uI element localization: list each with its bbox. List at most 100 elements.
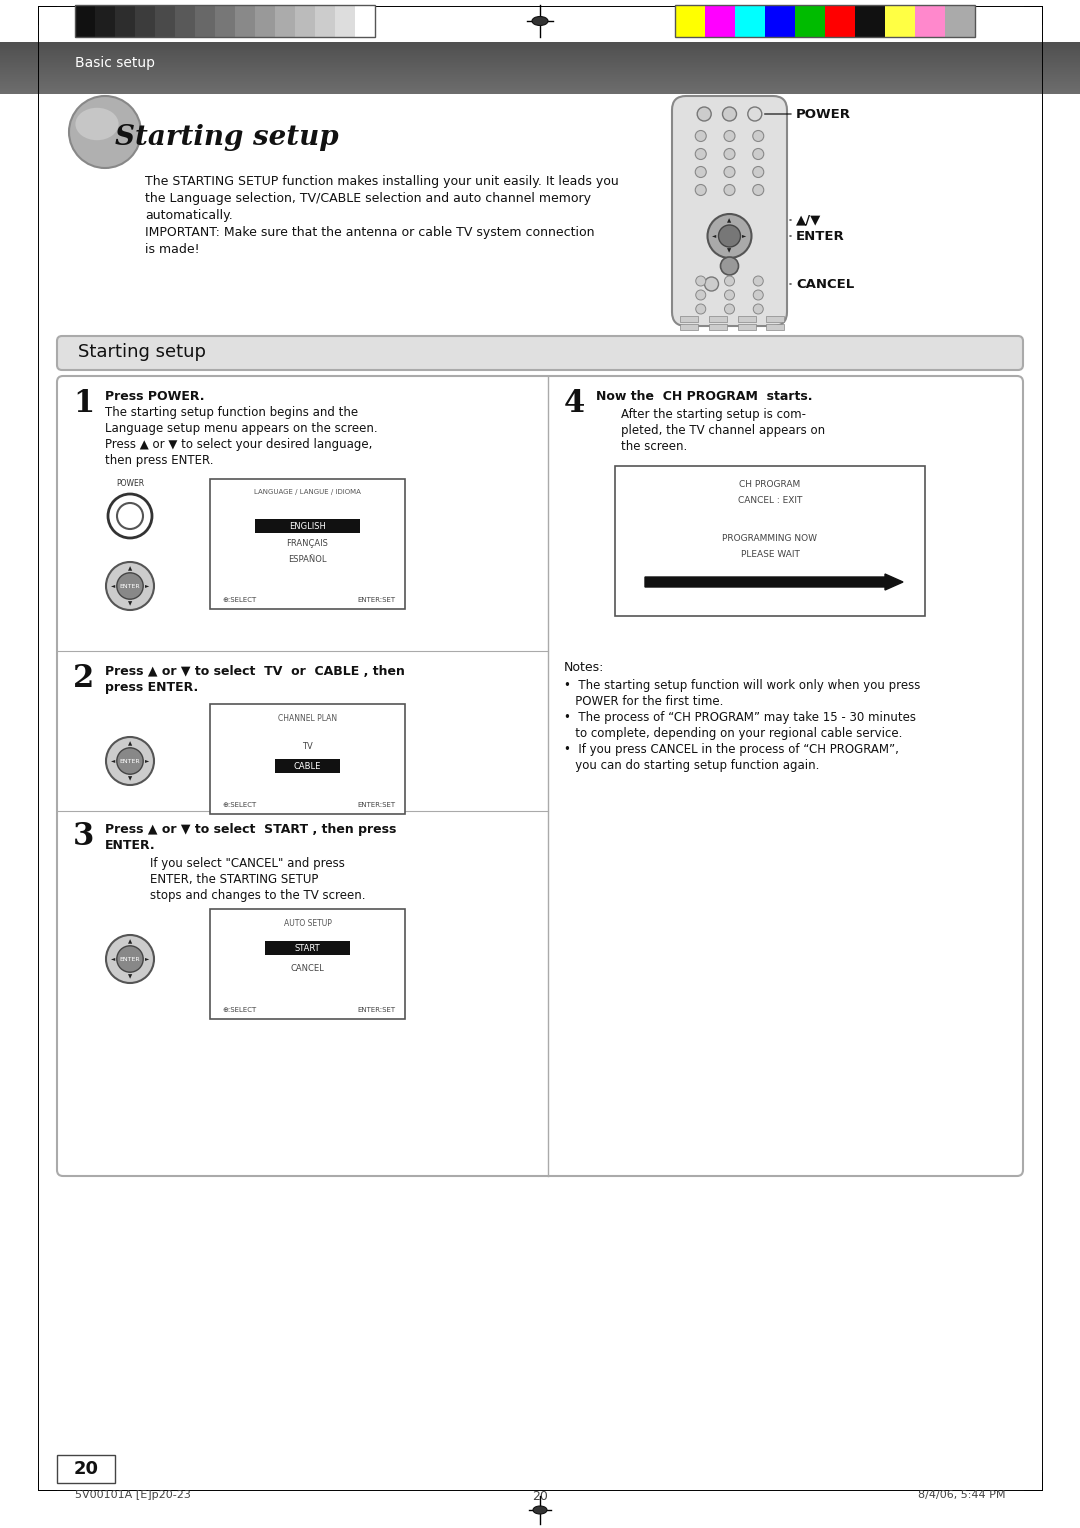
Text: ►: ► bbox=[145, 758, 149, 764]
Text: ▼: ▼ bbox=[127, 601, 132, 605]
Text: Press POWER.: Press POWER. bbox=[105, 390, 204, 403]
FancyBboxPatch shape bbox=[255, 5, 275, 37]
FancyBboxPatch shape bbox=[355, 5, 375, 37]
Circle shape bbox=[723, 107, 737, 121]
Circle shape bbox=[106, 562, 154, 610]
Text: ◄: ◄ bbox=[110, 758, 114, 764]
Text: ENGLISH: ENGLISH bbox=[289, 521, 326, 530]
Text: POWER: POWER bbox=[116, 478, 144, 487]
Text: ▼: ▼ bbox=[127, 973, 132, 979]
Circle shape bbox=[117, 946, 144, 972]
Text: ►: ► bbox=[145, 584, 149, 588]
Circle shape bbox=[696, 304, 705, 313]
FancyBboxPatch shape bbox=[675, 5, 705, 37]
Text: Basic setup: Basic setup bbox=[75, 57, 156, 70]
Circle shape bbox=[696, 167, 706, 177]
FancyBboxPatch shape bbox=[705, 5, 735, 37]
Circle shape bbox=[753, 304, 764, 313]
Text: press ENTER.: press ENTER. bbox=[105, 681, 199, 694]
FancyBboxPatch shape bbox=[708, 316, 727, 322]
FancyBboxPatch shape bbox=[275, 759, 340, 773]
Text: •  If you press CANCEL in the process of “CH PROGRAM”,: • If you press CANCEL in the process of … bbox=[564, 743, 899, 756]
Circle shape bbox=[106, 935, 154, 983]
Text: pleted, the TV channel appears on: pleted, the TV channel appears on bbox=[621, 423, 825, 437]
Text: ▲: ▲ bbox=[127, 940, 132, 944]
Circle shape bbox=[707, 214, 752, 258]
FancyBboxPatch shape bbox=[235, 5, 255, 37]
Text: Notes:: Notes: bbox=[564, 662, 605, 674]
Text: ENTER: ENTER bbox=[120, 957, 140, 961]
FancyBboxPatch shape bbox=[825, 5, 855, 37]
Text: CANCEL: CANCEL bbox=[291, 964, 324, 973]
Circle shape bbox=[720, 257, 739, 275]
FancyBboxPatch shape bbox=[156, 5, 175, 37]
Text: TV: TV bbox=[302, 743, 313, 750]
Circle shape bbox=[108, 494, 152, 538]
Text: ▲: ▲ bbox=[127, 741, 132, 746]
Text: 8/4/06, 5:44 PM: 8/4/06, 5:44 PM bbox=[918, 1490, 1005, 1500]
Text: Press ▲ or ▼ to select  START , then press: Press ▲ or ▼ to select START , then pres… bbox=[105, 824, 396, 836]
Ellipse shape bbox=[76, 108, 119, 141]
FancyBboxPatch shape bbox=[295, 5, 315, 37]
FancyBboxPatch shape bbox=[738, 316, 756, 322]
Text: LANGUAGE / LANGUE / IDIOMA: LANGUAGE / LANGUE / IDIOMA bbox=[254, 489, 361, 495]
FancyBboxPatch shape bbox=[57, 376, 1023, 1177]
Text: ▼: ▼ bbox=[727, 249, 731, 254]
Text: ▼: ▼ bbox=[127, 776, 132, 781]
Ellipse shape bbox=[532, 17, 548, 26]
Text: ◄: ◄ bbox=[110, 584, 114, 588]
Text: •  The starting setup function will work only when you press: • The starting setup function will work … bbox=[564, 678, 920, 692]
Text: AUTO SETUP: AUTO SETUP bbox=[284, 918, 332, 927]
Text: FRANÇAIS: FRANÇAIS bbox=[286, 539, 328, 549]
Text: CANCEL: CANCEL bbox=[796, 278, 854, 290]
FancyBboxPatch shape bbox=[95, 5, 114, 37]
Text: 2: 2 bbox=[73, 663, 94, 694]
Text: ENTER:SET: ENTER:SET bbox=[356, 802, 395, 808]
Text: After the starting setup is com-: After the starting setup is com- bbox=[621, 408, 806, 422]
FancyBboxPatch shape bbox=[915, 5, 945, 37]
Text: ◄: ◄ bbox=[110, 957, 114, 961]
Text: ENTER, the STARTING SETUP: ENTER, the STARTING SETUP bbox=[150, 872, 319, 886]
Text: ENTER:SET: ENTER:SET bbox=[356, 1007, 395, 1013]
Circle shape bbox=[724, 130, 735, 142]
FancyBboxPatch shape bbox=[75, 5, 95, 37]
Text: Starting setup: Starting setup bbox=[78, 342, 206, 361]
Text: 20: 20 bbox=[532, 1490, 548, 1504]
FancyBboxPatch shape bbox=[57, 1455, 114, 1484]
Text: CH PROGRAM: CH PROGRAM bbox=[740, 480, 800, 489]
Text: Now the  CH PROGRAM  starts.: Now the CH PROGRAM starts. bbox=[596, 390, 812, 403]
Text: ENTER: ENTER bbox=[120, 758, 140, 764]
Text: is made!: is made! bbox=[145, 243, 200, 257]
FancyBboxPatch shape bbox=[255, 520, 360, 533]
Text: 20: 20 bbox=[73, 1459, 98, 1478]
FancyBboxPatch shape bbox=[885, 5, 915, 37]
Text: stops and changes to the TV screen.: stops and changes to the TV screen. bbox=[150, 889, 365, 902]
Circle shape bbox=[753, 185, 764, 196]
FancyBboxPatch shape bbox=[57, 336, 1023, 370]
Text: Press ▲ or ▼ to select  TV  or  CABLE , then: Press ▲ or ▼ to select TV or CABLE , the… bbox=[105, 665, 405, 678]
Text: POWER: POWER bbox=[796, 107, 851, 121]
Text: IMPORTANT: Make sure that the antenna or cable TV system connection: IMPORTANT: Make sure that the antenna or… bbox=[145, 226, 594, 238]
Circle shape bbox=[696, 185, 706, 196]
FancyBboxPatch shape bbox=[175, 5, 195, 37]
Text: ENTER: ENTER bbox=[120, 584, 140, 588]
FancyBboxPatch shape bbox=[335, 5, 355, 37]
Text: ⊕:SELECT: ⊕:SELECT bbox=[222, 1007, 256, 1013]
Circle shape bbox=[696, 290, 705, 299]
Text: automatically.: automatically. bbox=[145, 209, 233, 222]
FancyBboxPatch shape bbox=[275, 5, 295, 37]
Text: The starting setup function begins and the: The starting setup function begins and t… bbox=[105, 406, 359, 419]
Circle shape bbox=[704, 277, 718, 290]
FancyArrow shape bbox=[645, 575, 903, 590]
Text: The STARTING SETUP function makes installing your unit easily. It leads you: The STARTING SETUP function makes instal… bbox=[145, 176, 619, 188]
Text: 4: 4 bbox=[564, 388, 585, 419]
FancyBboxPatch shape bbox=[680, 324, 698, 330]
Circle shape bbox=[725, 304, 734, 313]
Text: Press ▲ or ▼ to select your desired language,: Press ▲ or ▼ to select your desired lang… bbox=[105, 439, 373, 451]
Text: ▲: ▲ bbox=[127, 567, 132, 571]
Text: ⊕:SELECT: ⊕:SELECT bbox=[222, 597, 256, 604]
Text: START: START bbox=[295, 943, 321, 952]
FancyBboxPatch shape bbox=[265, 941, 350, 955]
Text: ENTER: ENTER bbox=[796, 229, 845, 243]
Text: to complete, depending on your regional cable service.: to complete, depending on your regional … bbox=[564, 727, 903, 740]
